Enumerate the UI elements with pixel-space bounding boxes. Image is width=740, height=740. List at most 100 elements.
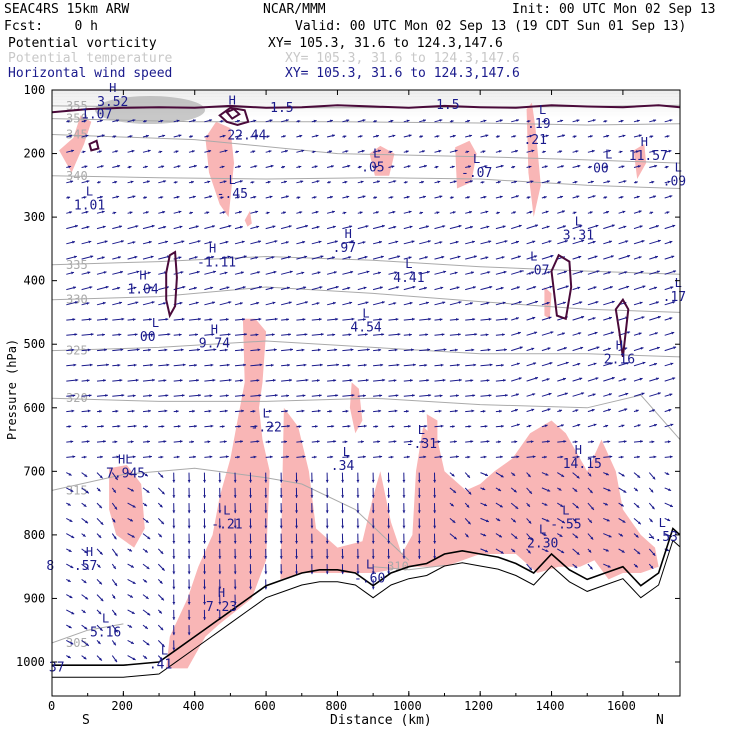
wind-arrowhead	[466, 150, 470, 154]
wind-arrowhead	[393, 302, 397, 305]
wind-arrowhead	[486, 225, 490, 229]
wind-arrowhead	[577, 164, 581, 168]
wind-arrowhead	[72, 455, 76, 459]
wind-arrowhead	[589, 566, 593, 570]
wind-arrowhead	[359, 211, 363, 215]
wind-arrowhead	[547, 440, 550, 443]
wind-arrowhead	[360, 180, 364, 184]
wind-arrowhead	[256, 301, 260, 305]
theta-label-340: 340	[66, 169, 88, 183]
wind-arrowhead	[518, 224, 522, 228]
wind-arrowhead	[178, 256, 182, 260]
wind-arrowhead	[622, 210, 626, 214]
wind-arrowhead	[514, 440, 518, 444]
wind-arrowhead	[667, 440, 671, 444]
theta-label-310: 310	[387, 560, 409, 574]
wind-arrowhead	[638, 256, 642, 259]
wind-arrowhead	[579, 225, 583, 228]
wind-arrowhead	[408, 425, 411, 428]
wind-arrowhead	[238, 134, 242, 138]
wind-arrowhead	[531, 408, 535, 412]
wind-arrowhead	[71, 149, 74, 153]
wind-arrowhead	[417, 541, 421, 544]
wind-arrowhead	[387, 495, 391, 498]
wind-arrowhead	[86, 180, 90, 183]
wind-arrowhead	[610, 331, 614, 335]
wind-arrowhead	[381, 301, 385, 304]
wind-arrowhead	[560, 504, 564, 507]
wind-arrowhead	[518, 377, 522, 380]
wind-arrowhead	[195, 301, 199, 305]
wind-arrowhead	[190, 135, 193, 139]
wind-arrowhead	[666, 211, 670, 214]
wind-arrowhead	[71, 348, 75, 352]
wind-arrowhead	[498, 150, 502, 153]
wind-arrowhead	[485, 549, 488, 553]
wind-arrowhead	[619, 533, 623, 537]
wind-arrowhead	[121, 394, 125, 397]
wind-arrowhead	[129, 472, 132, 475]
wind-arrowhead	[225, 240, 229, 244]
wind-arrowhead	[532, 393, 536, 396]
wind-arrowhead	[317, 379, 320, 382]
wind-arrowhead	[619, 150, 623, 154]
wind-arrowhead	[331, 165, 334, 168]
wind-arrowhead	[134, 255, 138, 259]
wind-arrowhead	[608, 149, 611, 153]
wind-arrowhead	[160, 455, 164, 459]
wind-arrowhead	[347, 363, 351, 367]
wind-arrowhead	[75, 378, 79, 382]
wind-arrowhead	[129, 548, 132, 552]
wind-arrowhead	[402, 495, 406, 498]
wind-arrowhead	[244, 333, 247, 336]
wind-arrowhead	[319, 317, 322, 321]
wind-arrowhead	[218, 541, 222, 544]
wind-arrowhead	[471, 348, 475, 352]
wind-arrowhead	[343, 211, 347, 215]
wind-arrowhead	[113, 612, 117, 616]
wind-arrowhead	[159, 580, 163, 584]
wind-arrowhead	[529, 490, 532, 494]
wind-arrowhead	[132, 657, 136, 660]
hl-value-17: -1.11	[197, 256, 236, 271]
forecast-hour: Fcst: 0 h	[4, 19, 98, 34]
wind-arrowhead	[113, 135, 117, 139]
wind-arrowhead	[371, 479, 375, 483]
wind-arrowhead	[203, 495, 206, 498]
wind-arrowhead	[623, 490, 627, 493]
pv-contour-2	[225, 107, 241, 120]
wind-arrowhead	[83, 504, 87, 507]
pv-region-5	[526, 102, 541, 218]
wind-arrowhead	[395, 240, 399, 244]
wind-arrowhead	[315, 134, 319, 138]
x-tick-label-1400: 1400	[536, 699, 565, 713]
wind-arrowhead	[530, 180, 534, 184]
wind-arrowhead	[390, 119, 394, 123]
wind-arrowhead	[213, 270, 216, 274]
wind-arrowhead	[468, 165, 471, 169]
wind-arrowhead	[620, 119, 624, 123]
wind-arrowhead	[412, 317, 415, 321]
wind-arrowhead	[317, 271, 321, 275]
wind-arrowhead	[240, 440, 243, 443]
hl-value-5: 22.44	[227, 129, 266, 144]
wind-arrowhead	[347, 424, 351, 428]
wind-arrowhead	[488, 317, 492, 321]
wind-arrowhead	[474, 333, 478, 336]
wind-arrowhead	[172, 495, 176, 498]
wind-arrowhead	[457, 363, 460, 367]
wind-arrowhead	[380, 255, 384, 259]
wind-arrowhead	[390, 455, 394, 459]
wind-arrowhead	[439, 318, 443, 321]
wind-arrowhead	[486, 301, 490, 305]
wind-arrowhead	[196, 270, 200, 274]
wind-arrowhead	[592, 119, 596, 122]
wind-arrowhead	[637, 551, 641, 555]
wind-arrowhead	[500, 550, 504, 554]
wind-arrowhead	[374, 196, 377, 200]
wind-arrowhead	[266, 135, 270, 139]
wind-arrowhead	[70, 565, 74, 568]
wind-arrowhead	[273, 270, 277, 274]
wind-arrowhead	[671, 331, 675, 335]
wind-arrowhead	[332, 134, 335, 138]
